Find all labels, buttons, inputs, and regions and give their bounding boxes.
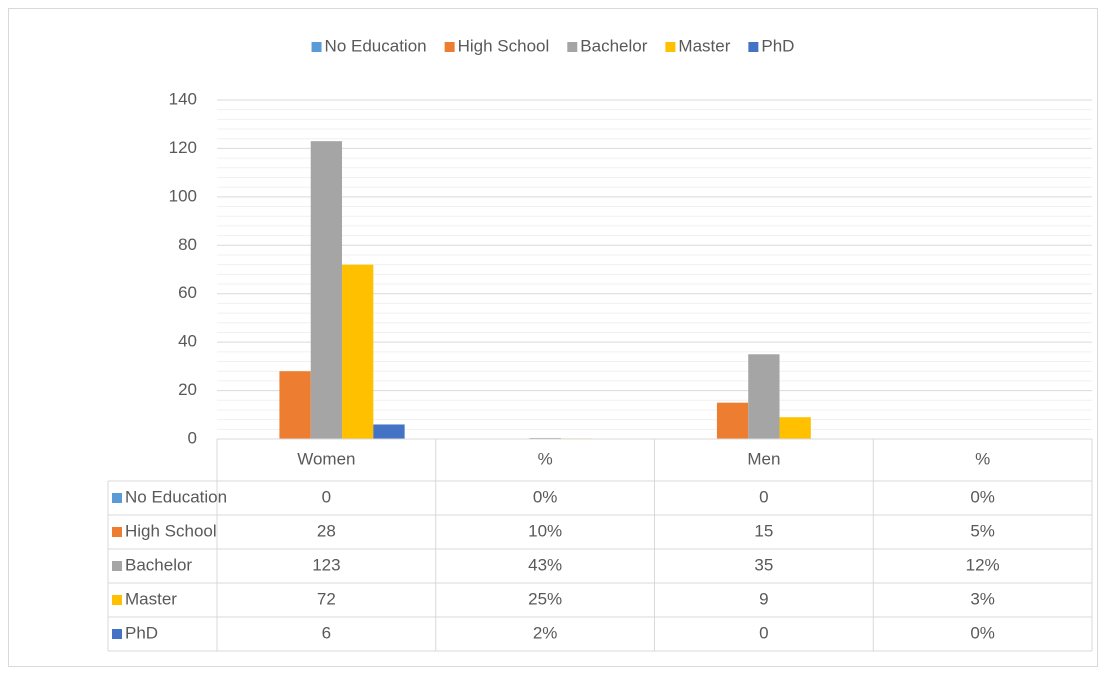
table-cell: 35 [754, 555, 773, 574]
legend-key [748, 42, 759, 52]
table-cell: 0% [970, 487, 995, 506]
legend-key [444, 42, 455, 52]
table-cell: 15 [754, 521, 773, 540]
legend-key [112, 561, 122, 571]
legend-key [112, 629, 122, 639]
table-cell: 10% [528, 521, 562, 540]
legend-label: Master [678, 36, 730, 55]
table-cell: 3% [970, 589, 995, 608]
table-cell: 12% [966, 555, 1000, 574]
bar [716, 402, 749, 439]
x-tick-label: % [538, 449, 553, 468]
row-label: PhD [125, 623, 158, 642]
y-tick-label: 60 [178, 283, 197, 302]
table-cell: 0 [322, 487, 331, 506]
table-cell: 28 [317, 521, 336, 540]
y-tick-label: 140 [169, 89, 197, 108]
chart-frame [8, 8, 1098, 667]
legend-key [112, 493, 122, 503]
y-tick-label: 80 [178, 235, 197, 254]
y-tick-label: 40 [178, 332, 197, 351]
row-label: No Education [125, 487, 227, 506]
table-cell: 6 [322, 623, 331, 642]
bar [373, 424, 405, 439]
y-tick-label: 0 [188, 428, 197, 447]
bar [279, 371, 311, 439]
legend-key [567, 42, 578, 52]
table-cell: 0 [759, 623, 768, 642]
row-label: Master [125, 589, 177, 608]
legend-key [311, 42, 322, 52]
table-cell: 0% [970, 623, 995, 642]
bar [779, 417, 811, 439]
x-tick-label: Women [297, 449, 355, 468]
legend-label: Bachelor [580, 36, 647, 55]
table-cell: 0 [759, 487, 768, 506]
legend-key [112, 527, 122, 537]
legend-key [112, 595, 122, 605]
legend-label: High School [458, 36, 550, 55]
row-label: Bachelor [125, 555, 192, 574]
bar [310, 141, 343, 439]
x-tick-label: % [975, 449, 990, 468]
table-cell: 5% [970, 521, 995, 540]
table-cell: 9 [759, 589, 768, 608]
y-tick-label: 120 [169, 138, 197, 157]
table-cell: 72 [317, 589, 336, 608]
table-cell: 2% [533, 623, 558, 642]
bar [342, 264, 374, 439]
y-tick-label: 100 [169, 186, 197, 205]
table-cell: 0% [533, 487, 558, 506]
bar [748, 354, 780, 439]
y-tick-label: 20 [178, 380, 197, 399]
legend-label: No Education [325, 36, 427, 55]
table-cell: 123 [312, 555, 340, 574]
legend-label: PhD [761, 36, 794, 55]
x-tick-label: Men [747, 449, 780, 468]
bar [529, 437, 561, 439]
row-label: High School [125, 521, 217, 540]
table-cell: 25% [528, 589, 562, 608]
table-cell: 43% [528, 555, 562, 574]
legend-key [665, 42, 676, 52]
